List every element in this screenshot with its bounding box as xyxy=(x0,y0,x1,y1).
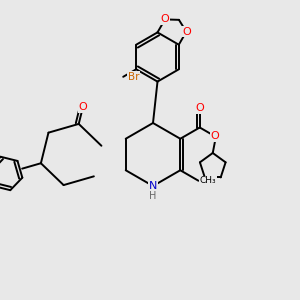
Text: Br: Br xyxy=(128,72,139,82)
Text: CH₃: CH₃ xyxy=(200,176,217,185)
Text: O: O xyxy=(79,102,87,112)
Text: O: O xyxy=(211,131,219,141)
Text: O: O xyxy=(182,27,191,37)
Text: O: O xyxy=(195,103,204,113)
Text: N: N xyxy=(149,181,157,191)
Text: H: H xyxy=(149,190,157,201)
Text: O: O xyxy=(160,14,169,24)
